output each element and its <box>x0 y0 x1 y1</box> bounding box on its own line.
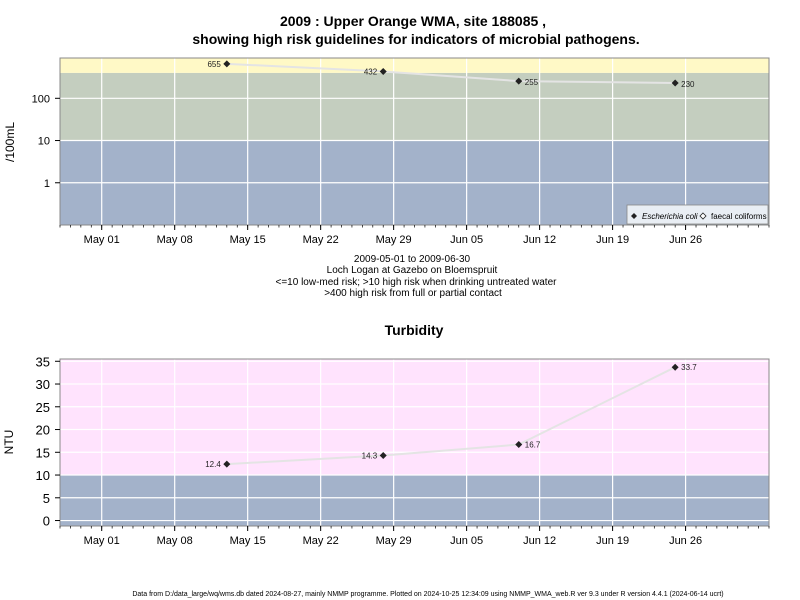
legend-box <box>626 204 769 225</box>
x-tick-label: Jun 12 <box>523 234 556 246</box>
data-point-marker <box>671 363 679 371</box>
x-tick-label: May 22 <box>303 234 339 246</box>
x-tick-label: May 01 <box>84 535 120 547</box>
legend: Escherichia coli faecal coliforms <box>626 204 769 225</box>
y-tick-label: 25 <box>36 400 50 415</box>
legend-marker-filled <box>631 213 637 219</box>
y-tick-label: 0 <box>43 514 50 529</box>
grid-lines <box>60 58 769 225</box>
x-tick-label: May 08 <box>157 234 193 246</box>
x-axis: May 01 May 08 May 15 May 22 May 29 Jun 05 Jun … <box>59 526 770 547</box>
x-tick-label: Jun 26 <box>669 535 702 547</box>
data-label: 655 <box>207 60 221 69</box>
x-tick-label: Jun 19 <box>596 535 629 547</box>
series-line <box>226 366 676 466</box>
y-tick-label: 10 <box>36 468 50 483</box>
risk-band-1 <box>60 72 769 141</box>
turbidity-title: Turbidity <box>385 322 444 338</box>
y-tick-label: 15 <box>36 445 50 460</box>
data-point-marker <box>515 441 523 449</box>
legend-label: Escherichia coli <box>642 212 698 221</box>
x-tick-label: May 15 <box>230 234 266 246</box>
y-tick-label: 100 <box>32 93 50 105</box>
data-point-marker <box>379 451 387 459</box>
data-point-marker <box>379 67 387 75</box>
microbial-panel: May 01 May 08 May 15 May 22 May 29 Jun 05 Jun … <box>3 57 770 246</box>
y-axis-title: NTU <box>2 430 16 455</box>
chart-title-line2: showing high risk guidelines for indicat… <box>192 31 639 47</box>
data-label: 255 <box>525 78 539 87</box>
data-label: 16.7 <box>525 441 541 450</box>
x-tick-label: Jun 05 <box>450 234 483 246</box>
grid-lines <box>60 359 769 526</box>
y-tick-label: 5 <box>43 491 50 506</box>
y-tick-label: 30 <box>36 377 50 392</box>
caption-drinking-risk: <=10 low-med risk; >10 high risk when dr… <box>276 277 558 288</box>
x-tick-label: Jun 19 <box>596 234 629 246</box>
data-point-marker <box>223 460 231 468</box>
series-line <box>226 62 676 85</box>
data-label: 432 <box>364 67 378 76</box>
y-tick-label: 1 <box>44 178 50 190</box>
x-tick-label: May 29 <box>376 234 412 246</box>
x-tick-label: May 29 <box>376 535 412 547</box>
risk-band-2 <box>60 58 769 73</box>
legend-label: faecal coliforms <box>711 212 767 221</box>
caption-date-range: 2009-05-01 to 2009-06-30 <box>354 254 471 265</box>
caption-contact-risk: >400 high risk from full or partial cont… <box>324 288 502 299</box>
x-tick-label: Jun 05 <box>450 535 483 547</box>
data-label: 230 <box>681 80 695 89</box>
data-point-marker <box>223 60 231 68</box>
risk-band-0 <box>60 475 769 526</box>
x-axis: May 01 May 08 May 15 May 22 May 29 Jun 05 Jun … <box>59 225 770 246</box>
caption-site-name: Loch Logan at Gazebo on Bloemspruit <box>327 265 498 276</box>
caption-block: 2009-05-01 to 2009-06-30 Loch Logan at G… <box>276 254 558 299</box>
x-tick-label: May 22 <box>303 535 339 547</box>
x-tick-label: May 15 <box>230 535 266 547</box>
data-label: 14.3 <box>362 451 378 460</box>
y-tick-label: 10 <box>38 136 50 148</box>
data-label: 12.4 <box>205 460 221 469</box>
y-axis: 1 10 100 <box>32 93 60 190</box>
legend-marker-open <box>699 212 707 220</box>
data-label: 33.7 <box>681 363 697 372</box>
x-tick-label: Jun 12 <box>523 535 556 547</box>
y-axis-title: /100mL <box>3 122 17 162</box>
chart-title-line1: 2009 : Upper Orange WMA, site 188085 , <box>280 13 546 29</box>
risk-band-1 <box>60 359 769 476</box>
series-turbidity: 12.4 14.3 16.7 33.7 <box>205 363 697 469</box>
data-point-marker <box>671 79 679 87</box>
x-tick-label: Jun 26 <box>669 234 702 246</box>
x-tick-label: May 08 <box>157 535 193 547</box>
data-point-marker <box>515 77 523 85</box>
footer-note: Data from D:/data_large/wq/wms.db dated … <box>132 591 723 598</box>
y-tick-label: 20 <box>36 423 50 438</box>
y-axis: 0 5 10 15 20 25 30 35 <box>36 354 60 529</box>
series-escherichia-coli: 655 432 255 230 <box>207 60 695 89</box>
y-tick-label: 35 <box>36 354 50 369</box>
x-tick-label: May 01 <box>84 234 120 246</box>
turbidity-panel: Turbidity May 01 May 08 May 15 May 22 May 29… <box>2 322 770 547</box>
